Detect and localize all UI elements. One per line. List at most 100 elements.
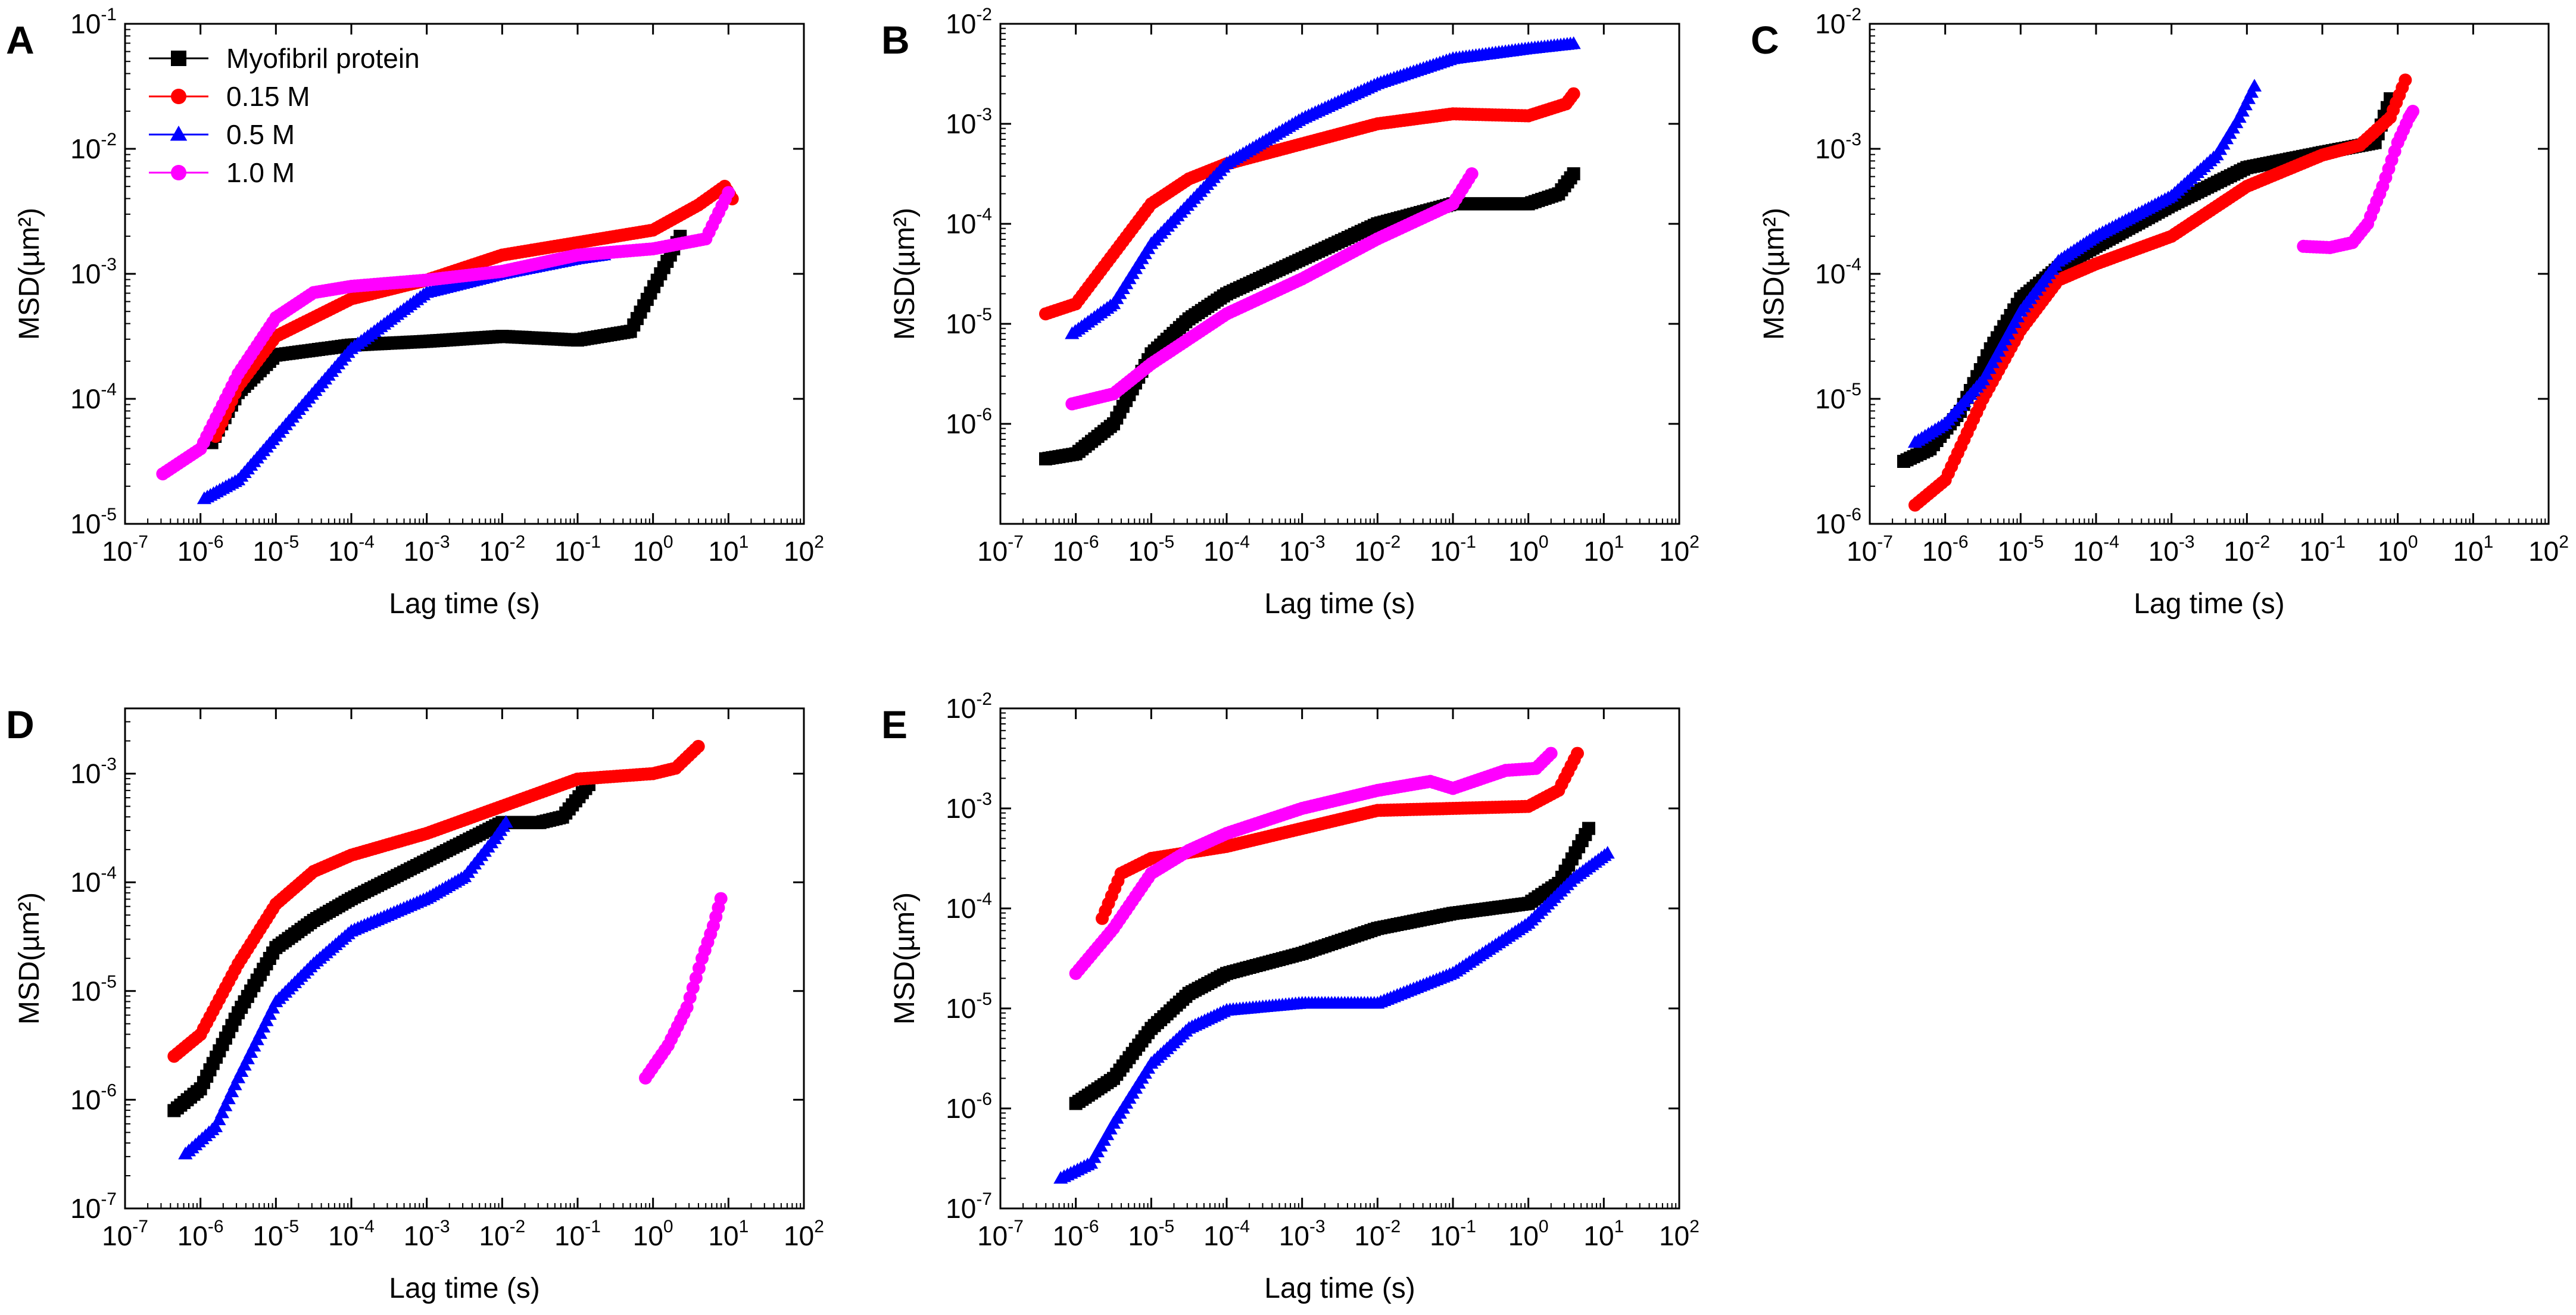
- data-point: [224, 1084, 239, 1098]
- chart-panel-d: 10-7 10-6 10-5 10-4 10-3 10-2 10-1 100 101 102 10-…: [6, 702, 824, 1304]
- x-tick-label: 10-1: [554, 1217, 601, 1251]
- panel-letter: B: [881, 18, 910, 62]
- x-tick-label: 100: [1508, 532, 1549, 567]
- x-tick-label: 10-6: [1922, 532, 1969, 567]
- data-point: [1566, 36, 1581, 49]
- x-tick-label: 10-4: [1203, 532, 1250, 567]
- x-tick-label: 10-3: [1279, 532, 1326, 567]
- legend-label: 1.0 M: [226, 157, 295, 188]
- series-myofibril-protein: [1039, 167, 1580, 466]
- y-tick-label: 10-3: [70, 255, 117, 289]
- panel-letter: C: [1751, 18, 1779, 62]
- x-tick-label: 10-7: [977, 532, 1024, 567]
- data-point: [1465, 167, 1479, 180]
- x-tick-label: 10-3: [404, 1217, 450, 1251]
- data-point: [1567, 87, 1580, 101]
- x-axis-label: Lag time (s): [1264, 1273, 1415, 1304]
- x-axis-label: Lag time (s): [1264, 588, 1415, 620]
- x-tick-label: 101: [708, 1217, 749, 1251]
- x-tick-label: 10-2: [479, 532, 525, 567]
- y-tick-label: 10-3: [70, 755, 117, 789]
- y-tick-label: 10-5: [70, 505, 117, 539]
- data-point: [1567, 167, 1580, 180]
- chart-panel-b: 10-7 10-6 10-5 10-4 10-3 10-2 10-1 100 101 102 10-…: [881, 5, 1699, 620]
- x-tick-label: 10-2: [1354, 532, 1401, 567]
- y-axis-label: MSD(µm²): [889, 892, 921, 1024]
- panel-letter: A: [6, 18, 35, 62]
- series-1-0-m: [1069, 746, 1558, 980]
- y-tick-label: 10-4: [1815, 255, 1861, 289]
- y-tick-label: 10-5: [946, 989, 992, 1024]
- x-tick-label: 100: [1508, 1217, 1549, 1251]
- y-tick-label: 10-6: [70, 1080, 117, 1115]
- y-tick-label: 10-5: [946, 305, 992, 339]
- x-tick-label: 10-2: [2223, 532, 2270, 567]
- y-tick-label: 10-2: [70, 130, 117, 164]
- y-tick-label: 10-7: [70, 1189, 117, 1224]
- y-tick-label: 10-4: [70, 863, 117, 898]
- data-point: [218, 1098, 233, 1111]
- x-tick-label: 100: [633, 532, 673, 567]
- y-axis-label: MSD(µm²): [14, 892, 45, 1024]
- x-tick-label: 10-3: [1279, 1217, 1326, 1251]
- x-tick-label: 102: [784, 1217, 824, 1251]
- legend-label: 0.5 M: [226, 119, 295, 150]
- x-tick-label: 10-4: [1203, 1217, 1250, 1251]
- y-tick-label: 10-2: [946, 5, 992, 39]
- data-point: [722, 186, 735, 199]
- x-tick-label: 100: [2378, 532, 2418, 567]
- data-point: [214, 1105, 229, 1119]
- x-tick-label: 10-5: [252, 1217, 299, 1251]
- x-tick-label: 10-1: [1430, 1217, 1476, 1251]
- data-area: [1039, 36, 1581, 466]
- x-tick-label: 10-5: [1128, 532, 1174, 567]
- chart-panel-a: 10-7 10-6 10-5 10-4 10-3 10-2 10-1 100 101 102 10-…: [6, 5, 824, 620]
- x-tick-label: 10-6: [1053, 532, 1099, 567]
- data-point: [691, 739, 705, 753]
- y-tick-label: 10-7: [946, 1189, 992, 1224]
- y-tick-label: 10-4: [70, 380, 117, 414]
- y-tick-label: 10-1: [70, 5, 117, 39]
- data-point: [211, 1112, 226, 1126]
- data-point: [1544, 746, 1558, 760]
- panel-letter: E: [881, 702, 907, 746]
- data-point: [2406, 105, 2419, 118]
- x-tick-label: 10-5: [1997, 532, 2044, 567]
- x-tick-label: 10-1: [554, 532, 601, 567]
- y-tick-label: 10-2: [1815, 5, 1861, 39]
- plot-frame: [1869, 23, 2550, 525]
- y-tick-label: 10-3: [1815, 130, 1861, 164]
- x-tick-label: 10-3: [2148, 532, 2195, 567]
- y-tick-label: 10-3: [946, 105, 992, 139]
- x-tick-label: 101: [1583, 532, 1624, 567]
- legend: Myofibril protein 0.15 M 0.5 M 1.0 M: [149, 43, 420, 188]
- legend-label: Myofibril protein: [226, 43, 420, 74]
- y-axis-label: MSD(µm²): [14, 208, 45, 340]
- legend-marker: [170, 126, 188, 141]
- x-tick-label: 10-7: [977, 1217, 1024, 1251]
- y-axis-label: MSD(µm²): [1758, 208, 1790, 340]
- series-0-15-m: [167, 739, 705, 1063]
- chart-panel-e: 10-7 10-6 10-5 10-4 10-3 10-2 10-1 100 101 102 10-…: [881, 689, 1699, 1304]
- y-tick-label: 10-5: [70, 972, 117, 1007]
- series-0-5-m: [178, 815, 513, 1160]
- x-tick-label: 10-2: [1354, 1217, 1401, 1251]
- legend-marker: [171, 165, 186, 180]
- series-0-5-m: [1065, 36, 1581, 339]
- y-tick-label: 10-2: [946, 689, 992, 724]
- series-1-0-m: [156, 186, 735, 481]
- y-axis-label: MSD(µm²): [889, 208, 921, 340]
- data-area: [156, 180, 739, 504]
- data-point: [221, 1091, 236, 1104]
- series-myofibril-protein: [167, 777, 595, 1117]
- data-point: [227, 1077, 242, 1091]
- x-tick-label: 10-4: [2073, 532, 2119, 567]
- plot-frame: [999, 707, 1680, 1210]
- legend-marker: [171, 51, 186, 66]
- data-area: [167, 739, 728, 1160]
- panel-letter: D: [6, 702, 35, 746]
- y-tick-label: 10-6: [946, 405, 992, 439]
- series-1-0-m: [1065, 167, 1479, 411]
- y-tick-label: 10-4: [946, 205, 992, 239]
